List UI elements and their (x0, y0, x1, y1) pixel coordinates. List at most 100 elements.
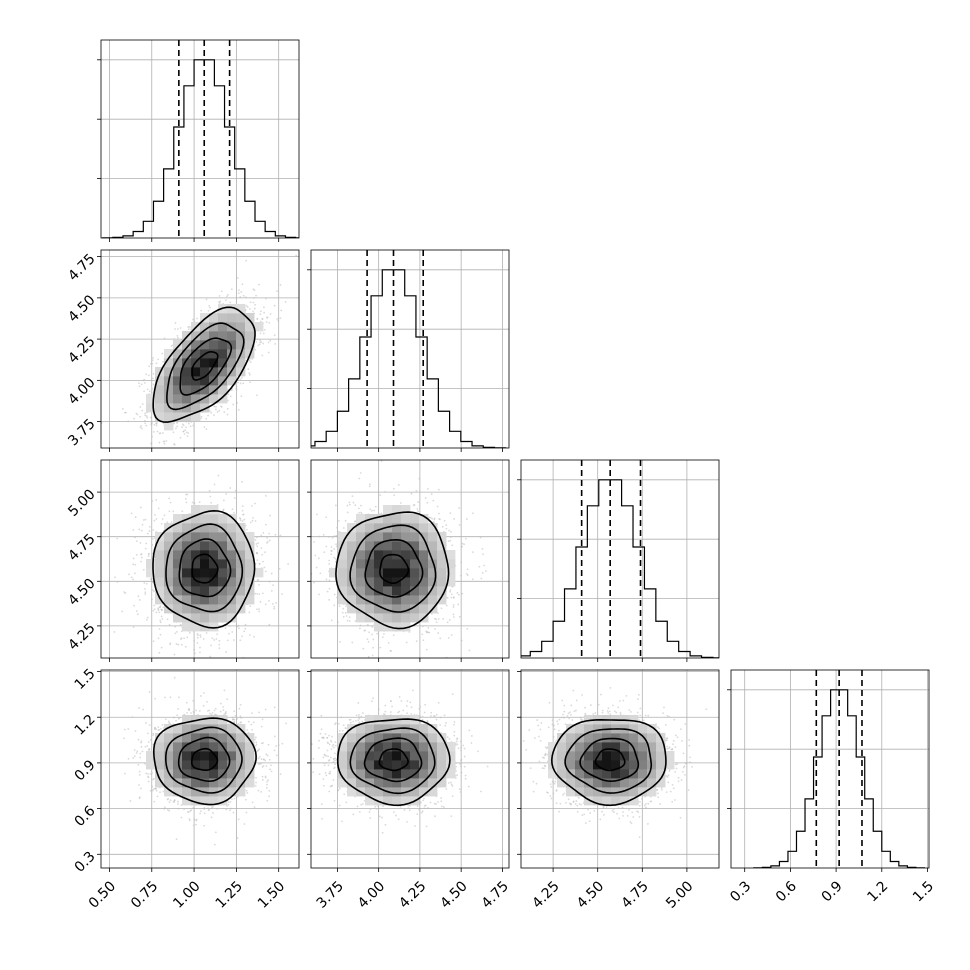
sample-point (189, 425, 192, 428)
sample-point (133, 755, 136, 758)
contour-level-1 (178, 538, 232, 598)
sample-point (570, 713, 572, 716)
sample-point (405, 641, 408, 644)
sample-point (237, 627, 240, 630)
density-cell (347, 568, 357, 578)
density-cell (245, 322, 255, 332)
sample-point (638, 804, 641, 807)
sample-point (306, 614, 308, 616)
sample-point (170, 521, 173, 523)
sample-point (323, 551, 326, 554)
sample-point (153, 800, 156, 803)
density-shading (146, 715, 255, 806)
sample-point (570, 803, 572, 806)
density-cell (182, 376, 192, 386)
sample-point (151, 387, 154, 390)
sample-point (650, 800, 653, 803)
sample-point (193, 649, 196, 651)
sample-point (384, 490, 387, 493)
density-cell (146, 568, 156, 578)
density-cell (419, 568, 429, 578)
sample-point (257, 789, 260, 792)
density-cell (428, 532, 438, 542)
sample-point (255, 777, 257, 779)
sample-point (164, 696, 166, 699)
density-cell (374, 568, 384, 578)
sample-point (240, 721, 243, 723)
sample-point (137, 763, 140, 766)
sample-point (562, 713, 564, 716)
sample-point (666, 745, 669, 748)
density-cell (155, 550, 165, 560)
sample-point (631, 811, 634, 814)
density-cell (638, 778, 648, 788)
sample-point (334, 757, 336, 760)
sample-point (156, 430, 159, 433)
sample-point (249, 301, 252, 304)
sample-point (336, 526, 338, 529)
density-cell (347, 523, 357, 533)
y-axis-1-tick-label: 3.75 (65, 416, 98, 449)
scatter-area-3-1 (311, 670, 509, 868)
density-cell (227, 613, 237, 623)
density-cell (638, 751, 648, 761)
density-cell (428, 724, 438, 734)
sample-point (336, 536, 339, 538)
sample-point (264, 759, 267, 762)
density-cell (374, 550, 384, 560)
sample-point (558, 729, 560, 732)
sample-point (313, 581, 316, 584)
sample-point (185, 426, 187, 429)
sample-point (641, 798, 643, 800)
sample-point (529, 767, 532, 770)
sample-point (152, 372, 155, 375)
sample-point (138, 797, 141, 800)
sample-point (674, 734, 677, 737)
density-cell (566, 733, 576, 743)
sample-point (147, 748, 150, 751)
sample-point (164, 718, 167, 721)
sample-point (140, 560, 142, 563)
density-cell (182, 541, 192, 551)
sample-point (328, 563, 331, 565)
sample-point (358, 477, 361, 480)
density-cell (209, 586, 219, 596)
sample-point (387, 641, 390, 644)
sample-point (207, 807, 209, 810)
sample-point (264, 708, 267, 711)
density-cell (200, 331, 210, 341)
density-cell (182, 769, 192, 779)
sample-point (236, 718, 239, 720)
contour-level-2 (166, 322, 245, 411)
sample-point (276, 290, 278, 293)
sample-point (574, 803, 577, 805)
density-cell (191, 532, 201, 542)
sample-point (154, 697, 156, 700)
density-cell (227, 376, 237, 386)
x-axis-3-tick-label: 0.3 (727, 878, 754, 905)
sample-point (481, 571, 484, 574)
sample-point (231, 718, 234, 721)
sample-point (159, 621, 162, 624)
sample-point (257, 757, 260, 760)
sample-point (194, 652, 196, 655)
sample-point (124, 592, 127, 594)
sample-point (139, 752, 142, 755)
density-cell (227, 787, 237, 797)
sample-point (554, 780, 557, 783)
contour-level-3 (152, 717, 257, 806)
sample-point (246, 792, 249, 794)
density-cell (647, 733, 657, 743)
sample-point (486, 765, 489, 768)
sample-point (358, 716, 360, 718)
sample-point (163, 514, 166, 517)
contour-level-0 (378, 748, 409, 772)
density-cell (191, 550, 201, 560)
sample-point (124, 772, 126, 775)
sample-point (559, 802, 562, 805)
density-cell (227, 331, 237, 341)
density-cell (227, 523, 237, 533)
histogram-bars (753, 689, 926, 868)
density-cell (236, 358, 246, 368)
sample-point (330, 553, 333, 556)
